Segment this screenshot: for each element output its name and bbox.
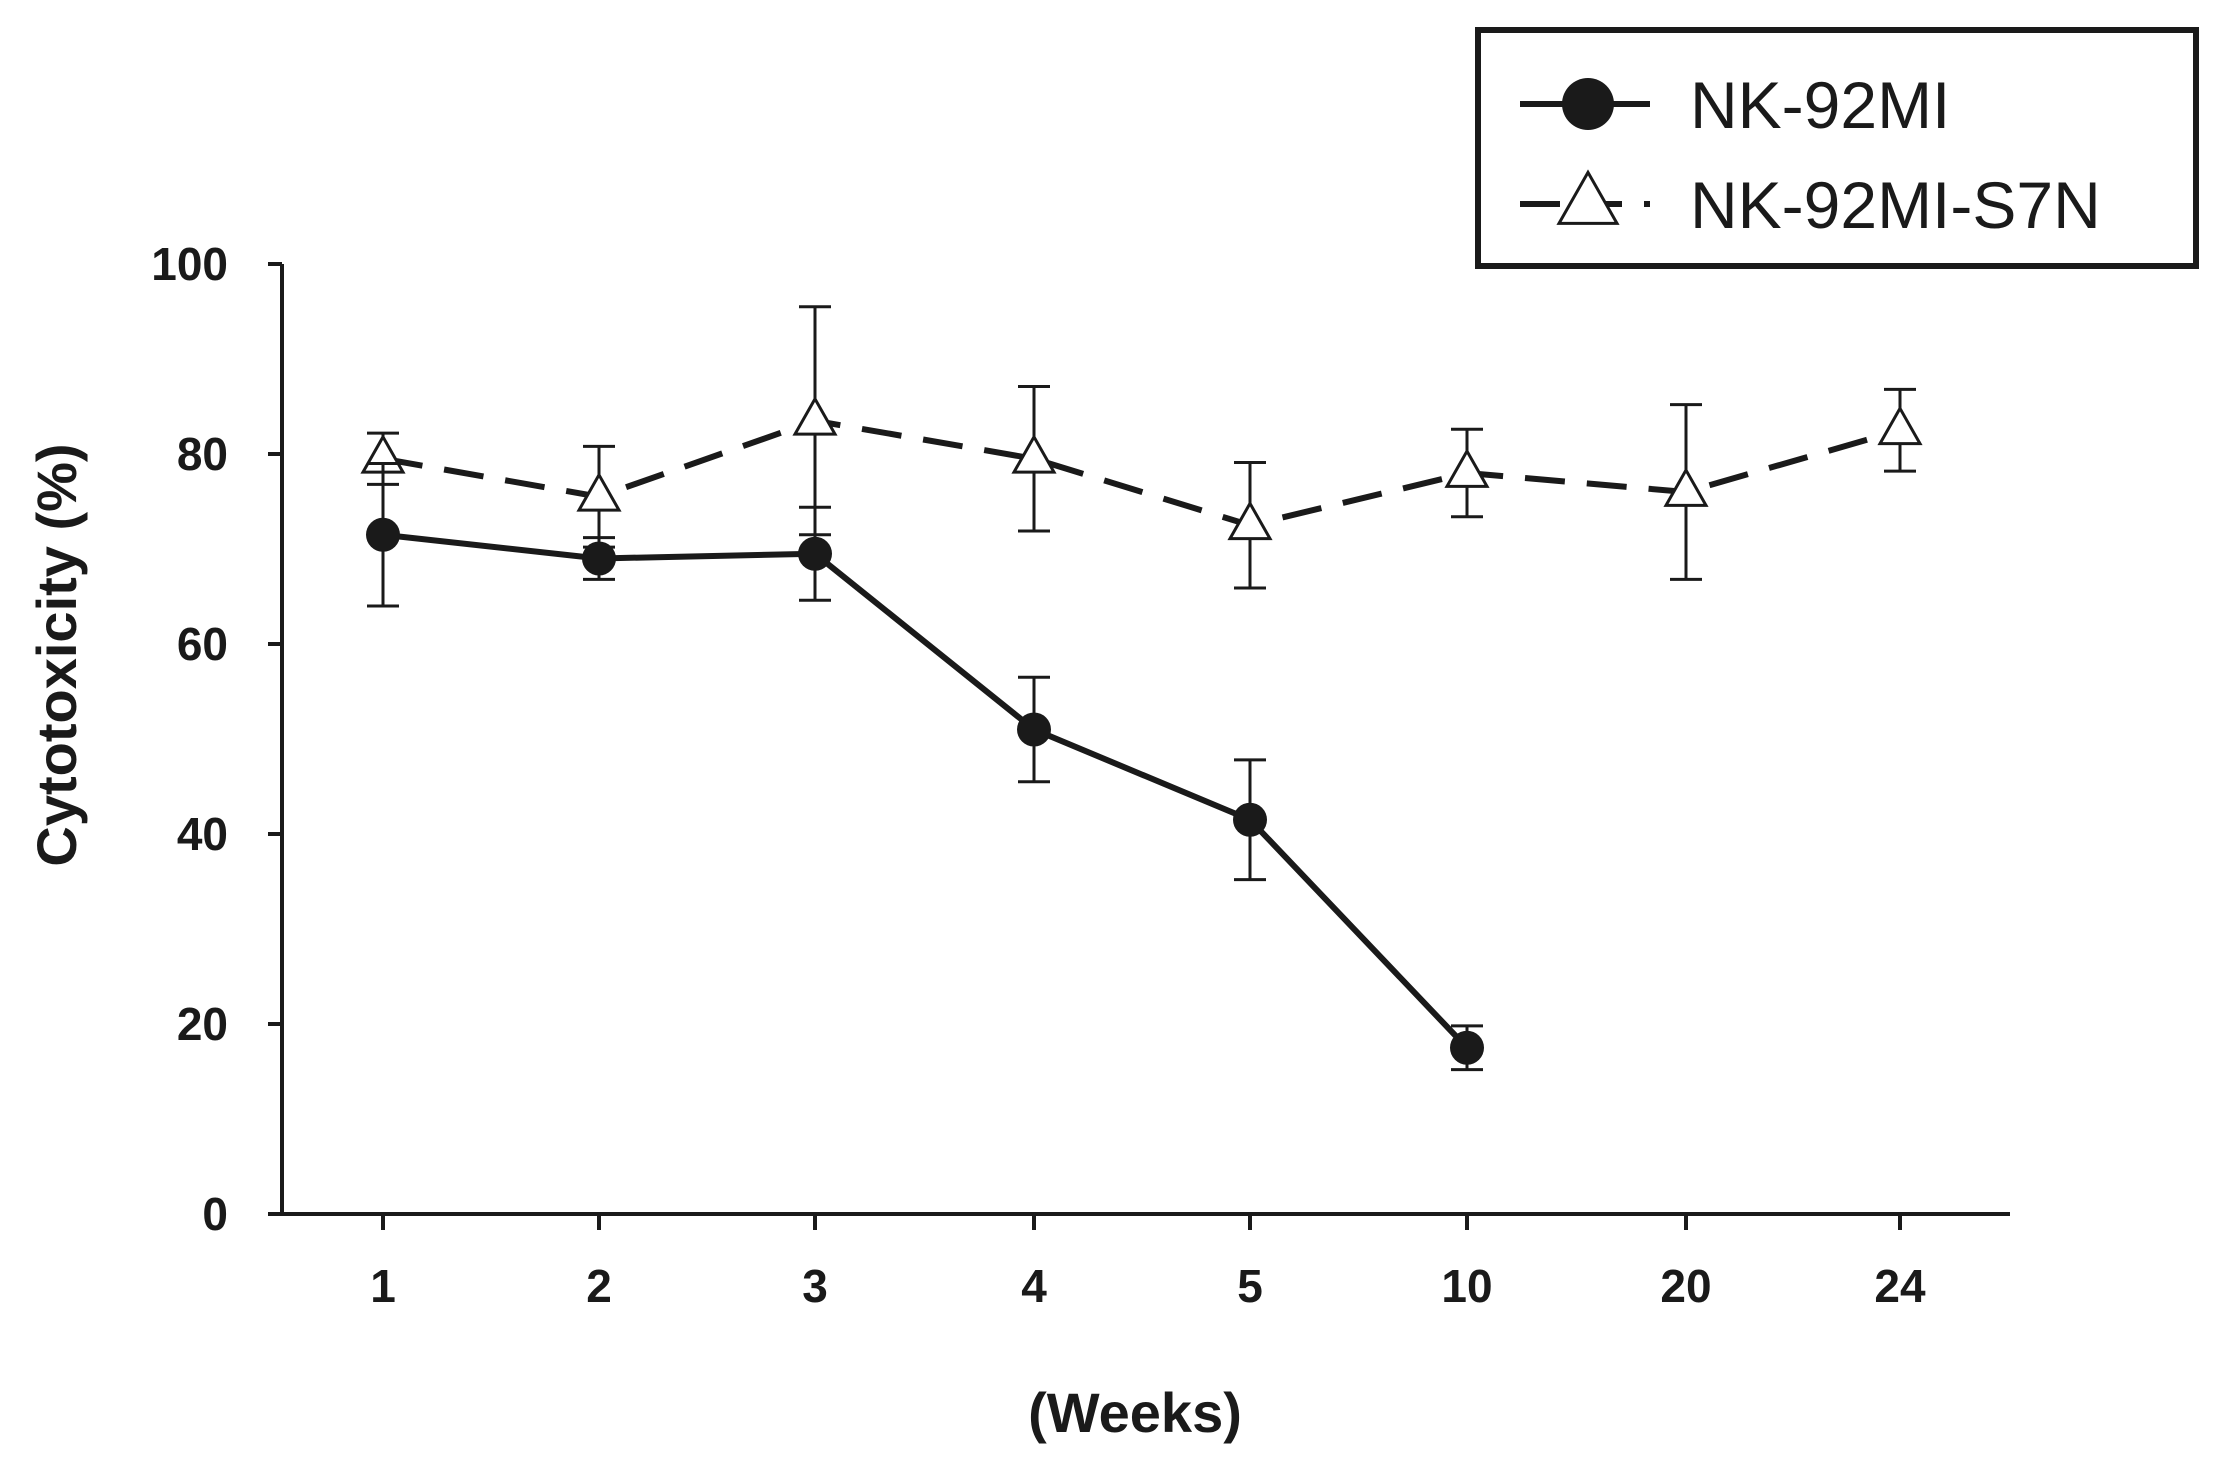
- data-point: [366, 517, 400, 552]
- y-axis-ticks: 0 20 40 60 80 100: [151, 238, 282, 1240]
- y-tick-label: 80: [177, 428, 228, 480]
- legend-item: NK-92MI-S7N: [1520, 168, 2101, 242]
- data-point: [798, 536, 832, 571]
- series-nk-92mi: [366, 462, 1484, 1072]
- y-axis-title: Cytotoxicity (%): [25, 443, 88, 866]
- legend-box: [1475, 27, 2199, 269]
- series-layer: [360, 305, 1923, 1072]
- legend-marker: [1562, 78, 1614, 130]
- series-line: [382, 531, 1470, 1050]
- legend-label: NK-92MI-S7N: [1690, 168, 2101, 242]
- data-point: [1663, 467, 1709, 507]
- x-tick-label: 4: [1021, 1260, 1047, 1312]
- y-tick-label: 0: [202, 1188, 228, 1240]
- y-tick-label: 100: [151, 238, 228, 290]
- data-point: [1011, 433, 1057, 474]
- x-tick-label: 20: [1660, 1260, 1711, 1312]
- data-point: [576, 471, 622, 512]
- data-point: [1877, 405, 1923, 446]
- x-tick-label: 10: [1441, 1260, 1492, 1312]
- legend-label: NK-92MI: [1690, 68, 1950, 142]
- legend-marker: [1556, 169, 1620, 225]
- legend: NK-92MI NK-92MI-S7N: [1475, 27, 2199, 269]
- series-line: [382, 417, 1901, 529]
- y-tick-label: 40: [177, 808, 228, 860]
- x-tick-label: 2: [586, 1260, 612, 1312]
- series-nk-92mi-s7n: [360, 305, 1923, 590]
- data-point: [1450, 1030, 1484, 1065]
- data-point: [582, 541, 616, 576]
- data-point: [792, 395, 838, 436]
- x-tick-label: 5: [1237, 1260, 1263, 1312]
- x-axis-title: (Weeks): [1028, 1381, 1242, 1444]
- legend-item: NK-92MI: [1520, 68, 1950, 142]
- data-point: [1017, 712, 1051, 747]
- data-point: [1444, 448, 1490, 488]
- axes: [280, 264, 2010, 1216]
- x-axis-ticks: 1 2 3 4 5 10 20 24: [370, 1214, 1926, 1312]
- y-tick-label: 20: [177, 998, 228, 1050]
- y-tick-label: 60: [177, 618, 228, 670]
- data-point: [1233, 802, 1267, 837]
- data-point: [1227, 500, 1273, 541]
- x-tick-label: 3: [802, 1260, 828, 1312]
- x-tick-label: 1: [370, 1260, 396, 1312]
- x-tick-label: 24: [1874, 1260, 1926, 1312]
